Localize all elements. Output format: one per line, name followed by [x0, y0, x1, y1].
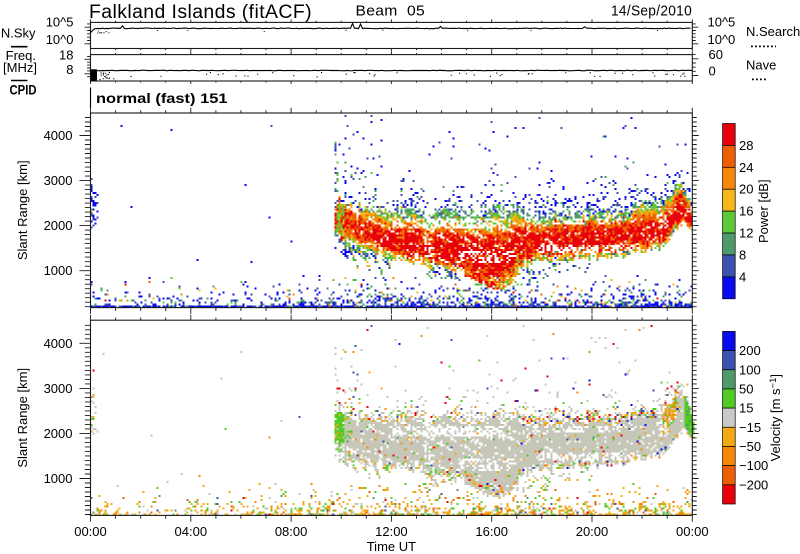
svg-text:Nave: Nave	[746, 57, 776, 72]
svg-text:10^0: 10^0	[46, 32, 74, 47]
svg-text:200: 200	[739, 343, 761, 358]
svg-text:3000: 3000	[44, 173, 73, 188]
svg-text:−100: −100	[739, 458, 768, 473]
svg-text:14/Sep/2010: 14/Sep/2010	[611, 3, 692, 19]
svg-text:[MHz]: [MHz]	[3, 60, 37, 75]
svg-text:8: 8	[739, 248, 746, 263]
svg-text:10^0: 10^0	[708, 32, 736, 47]
svg-text:15: 15	[739, 401, 753, 416]
svg-text:60: 60	[709, 47, 723, 62]
svg-text:0: 0	[709, 64, 716, 79]
svg-text:16:00: 16:00	[475, 524, 508, 539]
svg-text:28: 28	[739, 138, 753, 153]
svg-text:10^5: 10^5	[708, 15, 736, 30]
svg-text:Beam 05: Beam 05	[356, 3, 426, 19]
svg-text:12:00: 12:00	[375, 524, 408, 539]
svg-text:Freq.: Freq.	[6, 48, 36, 63]
svg-text:Power [dB]: Power [dB]	[756, 179, 771, 243]
svg-text:Slant Range [km]: Slant Range [km]	[15, 160, 30, 260]
svg-text:Time UT: Time UT	[367, 539, 416, 554]
svg-text:00:00: 00:00	[74, 524, 107, 539]
svg-text:N.Sky: N.Sky	[1, 26, 36, 41]
svg-text:4000: 4000	[44, 128, 73, 143]
svg-text:1000: 1000	[44, 263, 73, 278]
svg-text:1000: 1000	[44, 471, 73, 486]
svg-text:8: 8	[66, 62, 73, 77]
svg-text:−200: −200	[739, 477, 768, 492]
svg-text:normal (fast) 151: normal (fast) 151	[96, 91, 228, 106]
svg-text:4: 4	[739, 269, 746, 284]
svg-text:3000: 3000	[44, 381, 73, 396]
svg-text:2000: 2000	[44, 218, 73, 233]
svg-text:20: 20	[739, 182, 753, 197]
svg-text:08:00: 08:00	[275, 524, 308, 539]
svg-text:50: 50	[739, 381, 753, 396]
svg-text:12: 12	[739, 226, 753, 241]
svg-text:N.Search: N.Search	[746, 24, 800, 39]
svg-text:18: 18	[59, 47, 73, 62]
svg-text:CPID: CPID	[10, 83, 37, 98]
svg-text:04:00: 04:00	[175, 524, 208, 539]
svg-text:00:00: 00:00	[676, 524, 709, 539]
svg-text:24: 24	[739, 160, 753, 175]
svg-text:20:00: 20:00	[576, 524, 609, 539]
svg-text:−50: −50	[739, 439, 761, 454]
svg-text:Velocity [m s−1]: Velocity [m s−1]	[768, 374, 783, 461]
svg-text:10^5: 10^5	[46, 15, 74, 30]
svg-text:16: 16	[739, 204, 753, 219]
svg-text:Falkland Islands (fitACF): Falkland Islands (fitACF)	[89, 2, 312, 23]
svg-text:2000: 2000	[44, 426, 73, 441]
svg-text:100: 100	[739, 362, 761, 377]
svg-text:−15: −15	[739, 420, 761, 435]
svg-text:Slant Range [km]: Slant Range [km]	[15, 368, 30, 468]
svg-text:4000: 4000	[44, 336, 73, 351]
